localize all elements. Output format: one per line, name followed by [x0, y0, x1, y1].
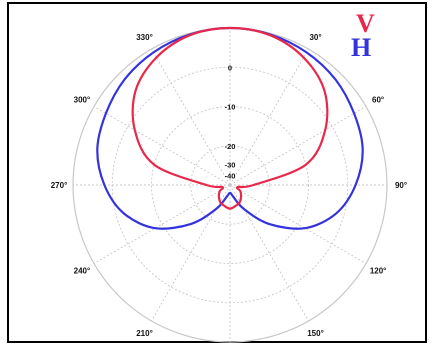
angle-tick-label: 210° [136, 329, 153, 338]
radial-tick-label: -30 [225, 161, 236, 170]
angle-tick-label: 150° [307, 329, 324, 338]
angle-tick-label: 90° [395, 181, 407, 190]
angle-tick-label: 30° [309, 33, 321, 42]
chart-border [7, 2, 427, 343]
radial-tick-labels: 0 -10 -20 -30 -40 [225, 63, 236, 180]
series-line-v [131, 26, 329, 210]
radial-tick-label: -10 [225, 103, 236, 112]
angle-tick-label: 60° [372, 96, 384, 105]
angle-tick-label: 120° [370, 267, 387, 276]
angle-tick-label: 330° [136, 33, 153, 42]
angle-tick-label: 300° [74, 96, 91, 105]
angle-labels: 30° 60° 90° 120° 150° 210° 240° 270° 300° 330° [51, 33, 407, 338]
legend-h-label: H [351, 33, 371, 62]
radial-tick-label: -40 [225, 172, 236, 181]
angle-tick-label: 240° [74, 267, 91, 276]
grid-ring [190, 145, 270, 225]
series-group [96, 26, 364, 230]
legend-v-label: V [356, 9, 375, 38]
grid-ring [151, 106, 309, 264]
series-line-h [96, 26, 364, 230]
radial-tick-label: -20 [225, 142, 236, 151]
angle-tick-label: 270° [51, 181, 68, 190]
radial-tick-label: 0 [228, 63, 232, 72]
